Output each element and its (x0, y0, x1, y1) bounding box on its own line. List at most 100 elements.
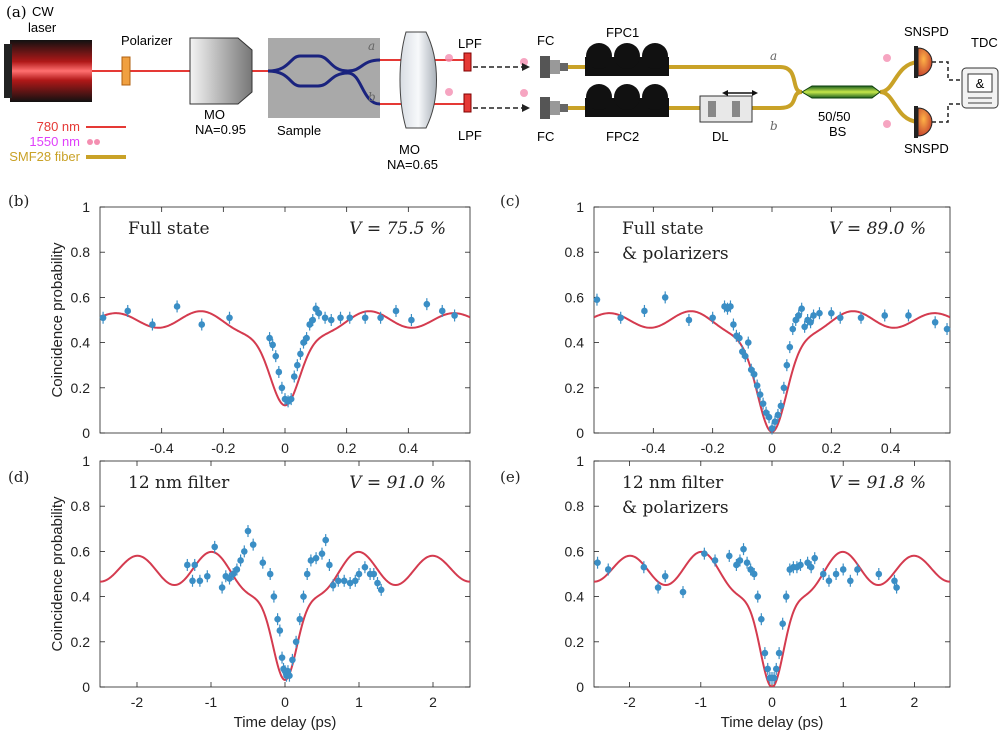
data-point (825, 577, 833, 585)
data-point (303, 334, 310, 342)
x-axis-label: Time delay (ps) (234, 714, 337, 731)
data-point (764, 665, 772, 673)
panel-label-a: (a) (6, 3, 27, 21)
y-tick-label: 1 (576, 199, 584, 215)
snspd-bottom-icon (917, 107, 933, 137)
data-point (768, 425, 776, 432)
data-point (801, 323, 808, 331)
data-point (730, 321, 737, 328)
data-point (604, 566, 612, 573)
data-point (756, 391, 764, 398)
objective-2-label-line1: MO (399, 142, 420, 157)
panel-label: (b) (8, 192, 29, 210)
photon-dot (445, 88, 453, 96)
snspd-bottom-base (914, 106, 918, 138)
data-point (322, 536, 330, 544)
data-point (816, 309, 823, 317)
data-point (754, 593, 762, 600)
photon-dot (883, 120, 891, 128)
x-tick-label: 0 (281, 440, 289, 456)
data-point (361, 563, 369, 571)
y-tick-label: 0.2 (71, 380, 91, 396)
data-point (266, 334, 273, 342)
data-point (775, 649, 783, 657)
tdc-display (967, 73, 993, 93)
data-point (725, 552, 733, 560)
x-tick-label: 2 (429, 694, 437, 710)
data-point (296, 615, 304, 623)
path-label-b1: b (368, 90, 376, 104)
data-point (438, 307, 446, 315)
fpc2-label: FPC2 (606, 129, 639, 144)
snspd-bottom-label: SNSPD (904, 141, 949, 156)
cable-top (932, 61, 962, 81)
data-point (191, 561, 199, 569)
x-tick-label: 0.2 (337, 440, 357, 456)
data-point (828, 309, 835, 317)
polarizer-label: Polarizer (121, 33, 173, 48)
data-point (287, 395, 295, 403)
data-point (753, 382, 761, 389)
data-point (789, 325, 797, 333)
visibility-label: V = 89.0 % (829, 219, 926, 239)
y-tick-label: 0.2 (565, 380, 585, 396)
data-point (312, 554, 320, 562)
data-point (241, 548, 248, 555)
data-point (233, 566, 241, 573)
data-point (640, 563, 648, 571)
fiber-bottom-after-dl (752, 90, 803, 110)
data-point (594, 559, 601, 566)
x-axis-label: Time delay (ps) (721, 714, 824, 731)
data-point (370, 570, 378, 578)
data-point (315, 309, 323, 317)
laser-icon (10, 40, 92, 102)
data-point (795, 312, 802, 319)
visibility-label: V = 75.5 % (349, 219, 446, 239)
y-tick-label: 0.4 (71, 589, 91, 605)
data-point (124, 307, 132, 315)
data-point (727, 303, 734, 310)
waveguide-b (267, 69, 381, 106)
y-tick-label: 0.6 (71, 289, 91, 305)
data-point (679, 588, 687, 596)
data-point (807, 563, 815, 571)
sample-label: Sample (277, 123, 321, 138)
data-point (226, 575, 233, 582)
lpf-top-label: LPF (458, 36, 482, 51)
data-point (334, 577, 342, 585)
y-tick-label: 0.6 (565, 289, 585, 305)
data-point (701, 550, 708, 557)
data-point (326, 561, 333, 569)
data-point (278, 654, 286, 661)
y-tick-label: 0 (576, 425, 584, 441)
visibility-label: V = 91.0 % (349, 473, 446, 493)
fiber-coupler-top-icon (540, 56, 568, 78)
data-point (807, 318, 814, 326)
arrow-head-icon (752, 90, 758, 96)
y-tick-label: 1 (82, 199, 90, 215)
snspd-top-label: SNSPD (904, 24, 949, 39)
data-point (786, 343, 794, 351)
data-point (272, 352, 280, 360)
x-tick-label: 2 (911, 694, 919, 710)
data-point (810, 312, 817, 319)
panel-label: (d) (8, 468, 29, 486)
data-point (798, 305, 805, 313)
arrow-head-icon (522, 104, 530, 112)
data-point (392, 307, 400, 315)
dl-label: DL (712, 129, 729, 144)
setup-legend: 780 nm 1550 nm SMF28 fiber (9, 119, 126, 164)
data-point (804, 559, 811, 566)
fpc2-paddle-icon (614, 84, 640, 110)
y-tick-label: 0 (576, 679, 584, 695)
data-point (318, 550, 326, 557)
x-tick-label: 1 (355, 694, 363, 710)
data-point (259, 559, 267, 566)
data-point (711, 557, 719, 564)
tdc-label: TDC (971, 35, 998, 50)
data-point (361, 314, 369, 322)
data-point (782, 593, 790, 600)
objective-2-label-line2: NA=0.65 (387, 157, 438, 172)
data-point (779, 620, 786, 628)
y-tick-label: 0.4 (565, 589, 585, 605)
